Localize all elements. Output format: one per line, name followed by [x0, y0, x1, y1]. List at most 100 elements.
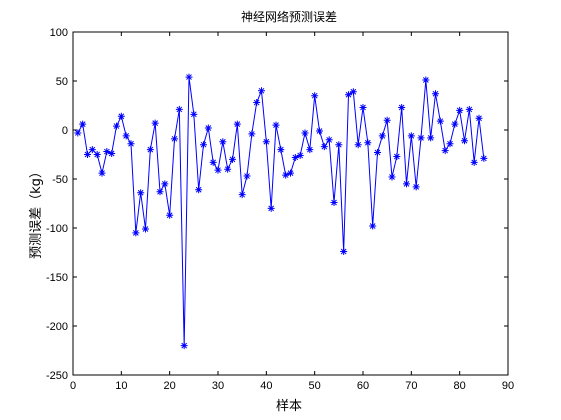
asterisk-marker [272, 121, 280, 129]
x-tick-label: 70 [405, 380, 417, 392]
asterisk-marker [137, 189, 145, 197]
data-point [195, 186, 203, 194]
asterisk-marker [412, 183, 420, 191]
data-point [272, 121, 280, 129]
data-point [175, 105, 183, 113]
data-point [354, 141, 362, 149]
data-point [108, 150, 116, 158]
data-point [383, 116, 391, 124]
data-point [465, 105, 473, 113]
data-point [137, 189, 145, 197]
x-tick-label: 10 [115, 380, 127, 392]
asterisk-marker [393, 152, 401, 160]
data-point [461, 137, 468, 145]
asterisk-marker [388, 173, 396, 181]
y-tick-label: 100 [50, 27, 68, 39]
asterisk-marker [180, 342, 188, 350]
asterisk-marker [403, 180, 410, 188]
y-axis: 100 50 0 -50 -100 -150 -200 -250 [46, 27, 508, 382]
asterisk-marker [364, 139, 372, 147]
data-point [113, 122, 120, 130]
data-point [398, 103, 406, 111]
asterisk-marker [461, 137, 468, 145]
asterisk-marker [88, 146, 96, 154]
data-point [151, 119, 159, 127]
data-point [166, 211, 174, 219]
asterisk-marker [219, 138, 227, 146]
asterisk-marker [475, 114, 483, 122]
asterisk-marker [156, 188, 164, 196]
asterisk-marker [398, 103, 406, 111]
data-point [79, 120, 87, 128]
data-point [417, 134, 425, 142]
data-point [214, 166, 222, 174]
asterisk-marker [132, 229, 140, 237]
data-point [243, 172, 251, 180]
data-point [253, 99, 261, 107]
asterisk-marker [287, 169, 294, 177]
asterisk-marker [238, 191, 246, 199]
data-point [127, 140, 135, 148]
asterisk-marker [108, 150, 116, 158]
data-point [480, 154, 488, 162]
x-axis: 0 10 20 30 40 50 60 70 80 90 [70, 32, 514, 392]
asterisk-marker [253, 99, 261, 107]
data-point [446, 140, 454, 148]
data-point [248, 130, 256, 138]
data-point [103, 148, 111, 156]
asterisk-marker [345, 91, 352, 99]
asterisk-marker [258, 87, 265, 95]
data-point [171, 135, 178, 143]
asterisk-marker [267, 204, 275, 212]
data-point [330, 199, 338, 207]
data-point [209, 158, 217, 166]
data-point [359, 103, 367, 111]
data-point [88, 146, 96, 154]
data-point [238, 191, 246, 199]
data-point [422, 76, 430, 84]
asterisk-marker [190, 110, 198, 118]
data-point [229, 155, 236, 163]
data-point [180, 342, 188, 350]
x-tick-label: 50 [309, 380, 321, 392]
asterisk-marker [171, 135, 178, 143]
data-point [311, 92, 319, 100]
data-point [301, 129, 309, 137]
asterisk-marker [117, 112, 125, 120]
data-point [407, 132, 415, 140]
data-point [296, 151, 304, 159]
data-point [282, 171, 290, 179]
asterisk-marker [306, 146, 314, 154]
asterisk-marker [224, 165, 232, 173]
asterisk-marker [427, 134, 435, 142]
asterisk-marker [200, 141, 207, 149]
data-point [146, 146, 154, 154]
asterisk-marker [103, 148, 111, 156]
asterisk-marker [282, 171, 290, 179]
data-point [224, 165, 232, 173]
asterisk-marker [291, 153, 299, 161]
asterisk-marker [185, 73, 193, 81]
asterisk-marker [374, 149, 381, 157]
asterisk-marker [378, 132, 386, 140]
asterisk-marker [407, 132, 415, 140]
asterisk-marker [113, 122, 120, 130]
asterisk-marker [79, 120, 87, 128]
asterisk-marker [456, 106, 464, 114]
asterisk-marker [93, 151, 101, 158]
x-tick-label: 40 [260, 380, 272, 392]
data-point [335, 141, 343, 149]
asterisk-marker [151, 119, 159, 127]
asterisk-marker [325, 136, 333, 144]
asterisk-marker [451, 120, 459, 128]
asterisk-marker [166, 211, 174, 219]
asterisk-marker [301, 129, 309, 137]
asterisk-marker [417, 134, 425, 142]
data-point [233, 120, 241, 128]
asterisk-marker [233, 120, 241, 128]
series-layer [74, 73, 488, 350]
data-point [374, 149, 381, 157]
data-point [378, 132, 386, 140]
data-point [364, 139, 372, 147]
